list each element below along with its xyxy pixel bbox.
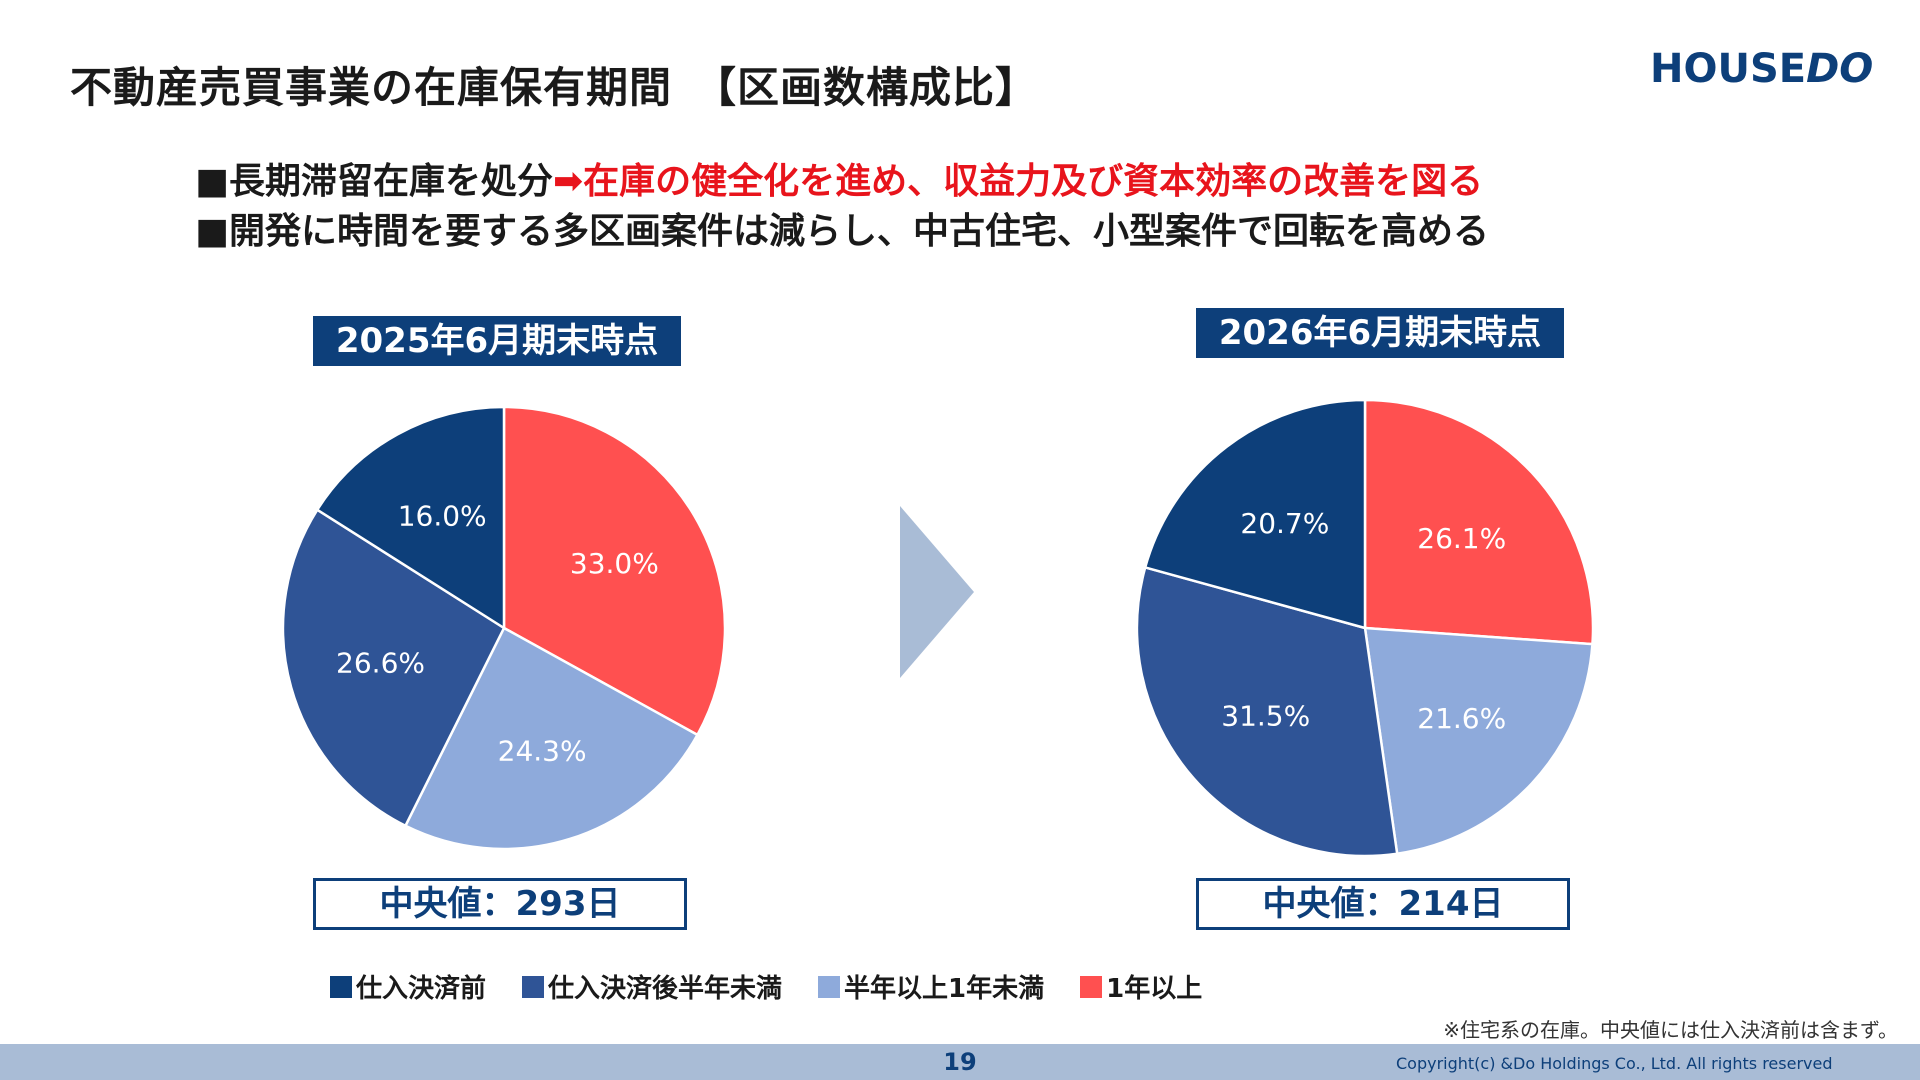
period-label-2025: 2025年6月期末時点: [313, 316, 681, 366]
pie-slice-1-4: [315, 405, 506, 631]
pie-label-2-3: 31.5%: [1221, 699, 1310, 732]
pie-slice-2-4: [1143, 398, 1367, 630]
pie-chart-2025: 33.0% 24.3% 26.6% 16.0%: [281, 405, 727, 851]
copyright: Copyright(c) &Do Holdings Co., Ltd. All …: [1396, 1054, 1833, 1073]
legend-swatch: [522, 975, 545, 998]
pie-slice-2-3: [1135, 565, 1399, 858]
pie-label-2-2: 21.6%: [1417, 702, 1506, 735]
pie-slice-2-1: [1363, 398, 1595, 646]
housedo-logo: HOUSEDO: [1650, 46, 1873, 92]
legend-item: 半年以上1年未満: [818, 968, 1044, 1005]
legend-label: 仕入決済後半年未満: [548, 974, 783, 1004]
page-number: 19: [943, 1048, 977, 1076]
pie-label-1-1: 33.0%: [570, 547, 659, 580]
legend-label: 半年以上1年未満: [844, 974, 1045, 1004]
legend-item: 仕入決済後半年未満: [522, 968, 782, 1005]
pie-label-2-4: 20.7%: [1240, 507, 1329, 540]
median-box-2025: 中央値：293日: [313, 878, 687, 930]
legend: 仕入決済前 仕入決済後半年未満 半年以上1年未満 1年以上: [330, 968, 1202, 1005]
legend-item: 仕入決済前: [330, 968, 486, 1005]
pie-chart-2026: 26.1% 21.6% 31.5% 20.7%: [1135, 398, 1595, 858]
bullet-1-highlight: ➡在庫の健全化を進め、収益力及び資本効率の改善を図る: [553, 161, 1484, 202]
pie-label-1-2: 24.3%: [498, 734, 587, 767]
pie-label-2-1: 26.1%: [1417, 522, 1506, 555]
footnote: ※住宅系の在庫。中央値には仕入決済前は含まず。: [1443, 1018, 1898, 1042]
legend-label: 1年以上: [1106, 974, 1203, 1004]
legend-label: 仕入決済前: [356, 974, 487, 1004]
page-title: 不動産売買事業の在庫保有期間 【区画数構成比】: [70, 63, 1039, 112]
bullet-2-prefix: ■開発に時間を要する多区画案件は減らし、中古住宅、小型案件で回転を高める: [195, 211, 1490, 252]
pie-label-1-4: 16.0%: [398, 500, 487, 533]
median-box-2026: 中央値：214日: [1196, 878, 1570, 930]
legend-swatch: [330, 975, 352, 998]
bullet-1: ■長期滞留在庫を処分➡在庫の健全化を進め、収益力及び資本効率の改善を図る: [195, 152, 1483, 204]
transition-arrow-icon: [900, 506, 974, 678]
footer-bar: [0, 1044, 1920, 1080]
pie-slice-2-2: [1363, 626, 1594, 856]
pie-slice-1-2: [403, 626, 700, 851]
logo-house-text: HOUSE: [1650, 46, 1807, 92]
pie-label-1-3: 26.6%: [336, 646, 425, 679]
legend-item: 1年以上: [1080, 968, 1202, 1005]
bullet-2: ■開発に時間を要する多区画案件は減らし、中古住宅、小型案件で回転を高める: [195, 202, 1489, 254]
legend-swatch: [1080, 975, 1103, 998]
bullet-1-prefix: ■長期滞留在庫を処分: [195, 161, 554, 202]
pie-slice-1-1: [502, 405, 727, 737]
logo-do-text: DO: [1806, 46, 1874, 92]
pie-slice-1-3: [281, 508, 506, 828]
legend-swatch: [818, 975, 841, 998]
period-label-2026: 2026年6月期末時点: [1196, 308, 1564, 358]
